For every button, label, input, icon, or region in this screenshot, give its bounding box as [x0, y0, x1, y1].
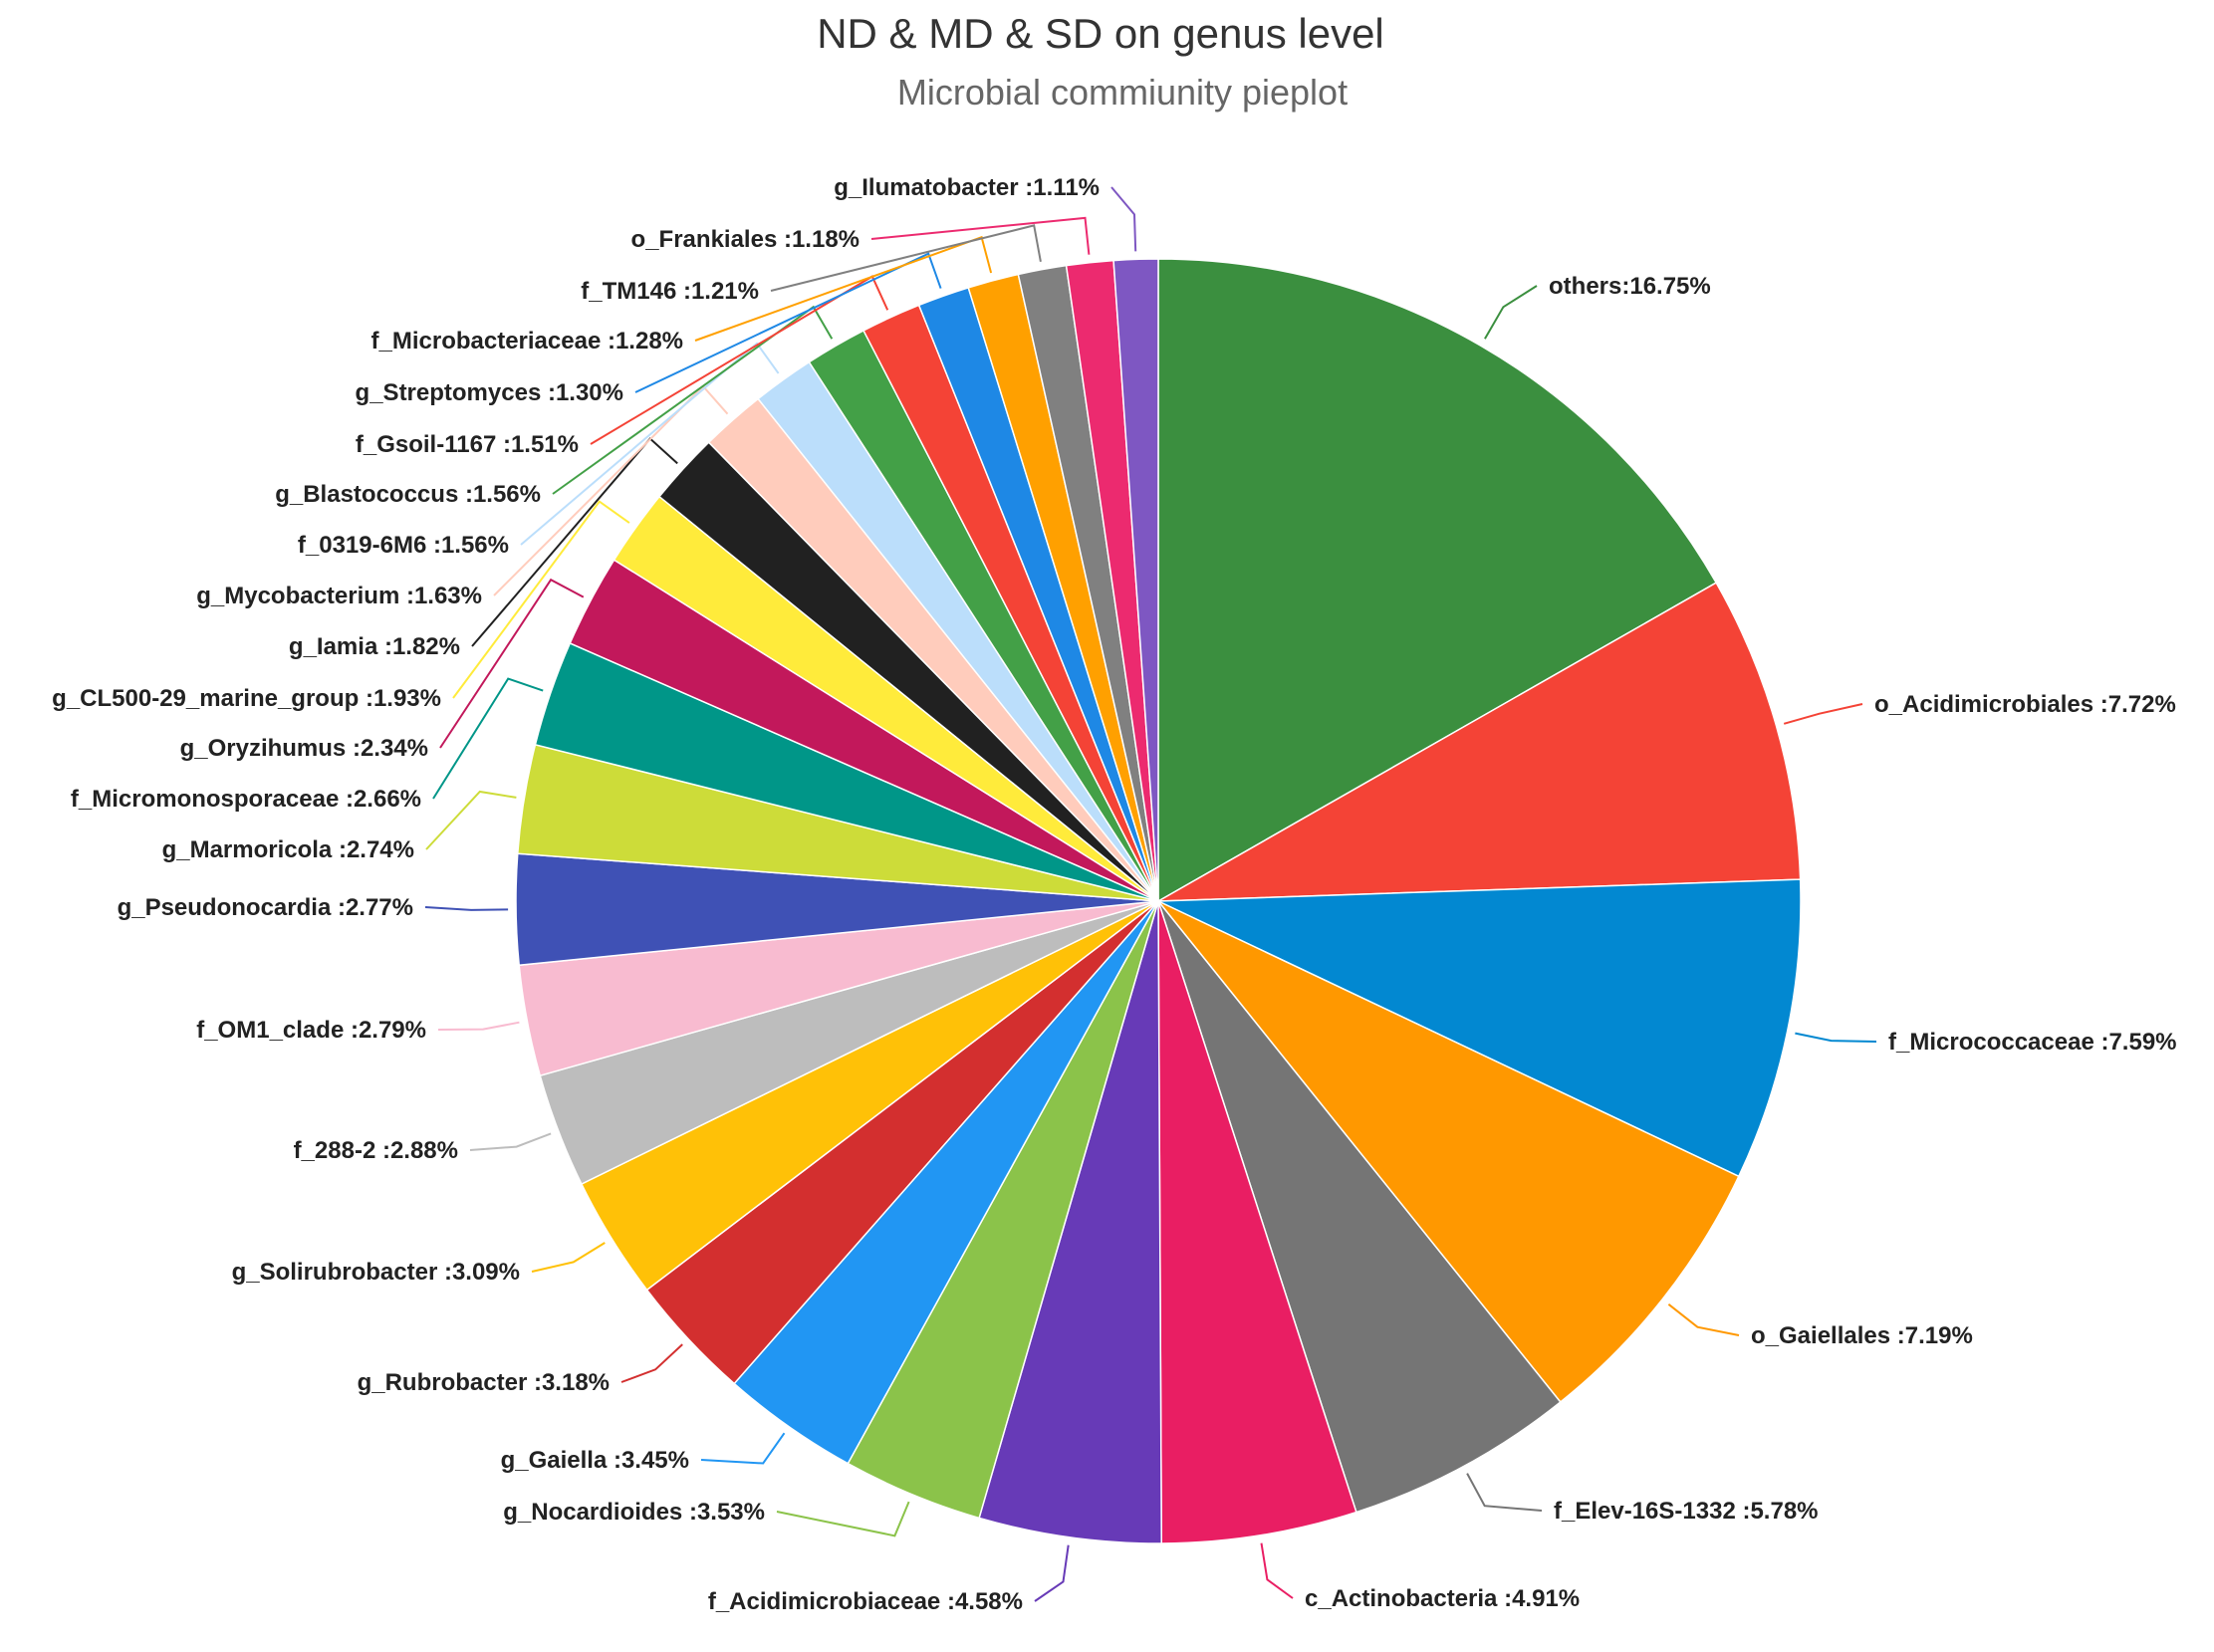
slice-label: f_TM146 :1.21% — [581, 278, 759, 305]
slice-label: g_Pseudonocardia :2.77% — [118, 894, 413, 921]
slice-label: o_Acidimicrobiales :7.72% — [1874, 691, 2176, 718]
slice-label: c_Actinobacteria :4.91% — [1305, 1585, 1580, 1612]
leader-line — [1667, 1303, 1740, 1336]
pie-slice-o-acidimicrobiales — [1157, 582, 1802, 902]
slice-label: f_Microbacteriaceae :1.28% — [371, 328, 684, 354]
slice-label: g_Blastococcus :1.56% — [275, 481, 541, 508]
slice-label: g_Gaiella :3.45% — [501, 1447, 689, 1474]
leader-line — [452, 500, 630, 699]
leader-lines — [424, 186, 1877, 1602]
pie-slice-g-ilumatobacter — [1112, 258, 1159, 902]
leader-line — [634, 252, 942, 393]
slice-label: f_OM1_clade :2.79% — [196, 1017, 426, 1044]
leader-line — [694, 235, 993, 342]
pie-slice-c-actinobacteria — [1157, 900, 1357, 1544]
slice-label: g_Iamia :1.82% — [289, 633, 460, 660]
leader-line — [552, 305, 834, 495]
leader-line — [620, 1343, 683, 1383]
leader-line — [776, 1501, 910, 1537]
slice-label: f_0319-6M6 :1.56% — [298, 532, 509, 559]
pie-slice-f-elev-16s-1332 — [1157, 900, 1562, 1514]
slice-label: g_CL500-29_marine_group :1.93% — [52, 685, 441, 712]
leader-line — [1466, 1473, 1543, 1512]
slice-label: g_Mycobacterium :1.63% — [196, 583, 482, 609]
leader-line — [425, 790, 517, 850]
pie-slice-others — [1157, 258, 1718, 903]
slice-label: g_Rubrobacter :3.18% — [358, 1369, 610, 1396]
leader-line — [437, 1021, 520, 1031]
slice-label: g_Ilumatobacter :1.11% — [834, 174, 1100, 201]
slice-labels: others:16.75% o_Acidimicrobiales :7.72% f_… — [52, 174, 2176, 1615]
slice-label: g_Solirubrobacter :3.09% — [232, 1259, 520, 1286]
leader-line — [424, 906, 509, 911]
leader-line — [1260, 1542, 1294, 1599]
slice-label: others:16.75% — [1549, 273, 1711, 300]
leader-line — [1795, 1032, 1877, 1043]
leader-line — [439, 578, 585, 749]
pie-slice-o-gaiellales — [1157, 900, 1740, 1404]
chart-title: ND & MD & SD on genus level — [817, 10, 1384, 57]
slice-label: g_Nocardioides :3.53% — [503, 1499, 765, 1526]
slice-label: g_Marmoricola :2.74% — [162, 836, 414, 863]
pie-slice-f-acidimicrobiaceae — [978, 900, 1162, 1544]
leader-line — [700, 1432, 786, 1465]
pie-slices — [515, 258, 1802, 1544]
leader-line — [770, 224, 1042, 292]
slice-label: f_Micromonosporaceae :2.66% — [71, 786, 421, 813]
slice-label: o_Gaiellales :7.19% — [1751, 1322, 1973, 1349]
slice-label: f_Elev-16S-1332 :5.78% — [1554, 1498, 1819, 1525]
slice-label: f_288-2 :2.88% — [294, 1137, 458, 1164]
leader-line — [432, 677, 544, 800]
pie-slice-f-micrococcaceae — [1157, 878, 1802, 1178]
slice-label: f_Micrococcaceae :7.59% — [1888, 1029, 2177, 1056]
leader-line — [469, 1132, 552, 1151]
slice-label: g_Oryzihumus :2.34% — [180, 735, 428, 762]
leader-line — [531, 1242, 606, 1273]
leader-line — [1110, 186, 1137, 252]
slice-label: g_Streptomyces :1.30% — [356, 379, 623, 406]
leader-line — [1783, 703, 1863, 725]
leader-line — [1484, 285, 1538, 340]
chart-subtitle: Microbial commiunity pieplot — [897, 72, 1348, 113]
leader-line — [520, 342, 780, 546]
slice-label: o_Frankiales :1.18% — [631, 226, 860, 253]
leader-line — [1034, 1544, 1070, 1602]
slice-label: f_Acidimicrobiaceae :4.58% — [708, 1588, 1023, 1615]
leader-line — [870, 216, 1091, 255]
slice-label: f_Gsoil-1167 :1.51% — [356, 431, 579, 458]
